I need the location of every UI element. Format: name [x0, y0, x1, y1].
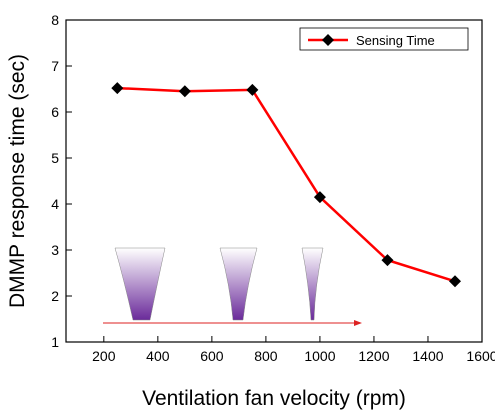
x-tick-label: 1000	[304, 348, 335, 364]
y-tick-label: 1	[51, 334, 59, 350]
x-tick-label: 1200	[358, 348, 389, 364]
y-tick-label: 5	[51, 150, 59, 166]
legend-label: Sensing Time	[356, 33, 435, 48]
x-tick-label: 1400	[412, 348, 443, 364]
y-tick-label: 6	[51, 104, 59, 120]
legend-box	[299, 27, 469, 51]
data-point	[246, 83, 259, 96]
data-point	[448, 275, 461, 288]
plot-frame	[65, 19, 483, 343]
data-point	[111, 82, 124, 95]
data-point	[178, 85, 191, 98]
series-line	[117, 86, 456, 283]
x-tick-label: 200	[92, 348, 116, 364]
x-axis-title: Ventilation fan velocity (rpm)	[142, 387, 406, 410]
y-axis-title: DMMP response time (sec)	[6, 54, 29, 308]
x-tick-label: 800	[254, 348, 278, 364]
y-tick-label: 4	[51, 196, 59, 212]
y-tick-label: 2	[51, 288, 59, 304]
x-tick-label: 400	[146, 348, 170, 364]
y-tick-label: 3	[51, 242, 59, 258]
y-tick-label: 8	[51, 12, 59, 28]
x-tick-label: 600	[200, 348, 224, 364]
y-tick-label: 7	[51, 58, 59, 74]
illustration	[103, 247, 362, 326]
x-tick-label: 1600	[466, 348, 495, 364]
data-point	[313, 191, 326, 204]
data-point	[381, 254, 394, 267]
legend-marker	[322, 34, 334, 46]
